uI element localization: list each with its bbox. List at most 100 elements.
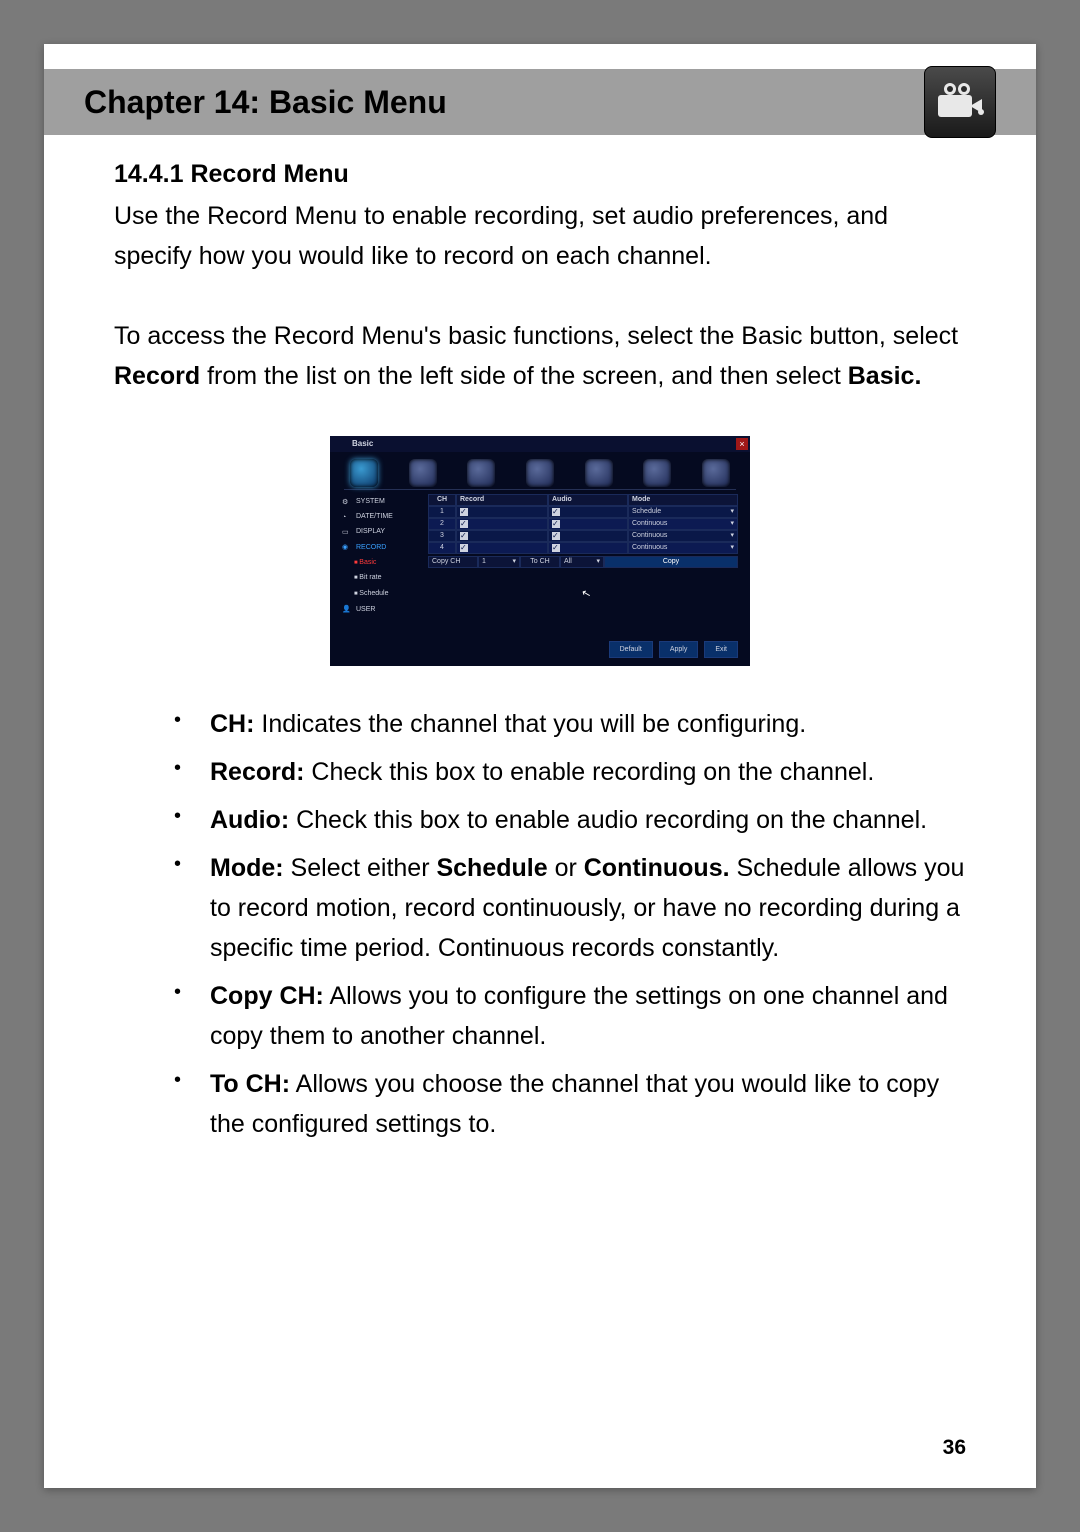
desc: Allows you choose the channel that you w… bbox=[210, 1070, 939, 1138]
cell-ch: 2 bbox=[428, 518, 456, 530]
th-ch: CH bbox=[428, 494, 456, 506]
to-ch-label: To CH bbox=[520, 556, 560, 568]
cell-audio-checkbox[interactable] bbox=[548, 506, 628, 518]
cell-mode-dropdown[interactable]: Continuous bbox=[628, 542, 738, 554]
chapter-header-band: Chapter 14: Basic Menu bbox=[44, 69, 1036, 135]
sidebar-sub-bitrate[interactable]: Bit rate bbox=[340, 570, 422, 586]
list-item: Record: Check this box to enable recordi… bbox=[174, 752, 966, 792]
cell-mode-dropdown[interactable]: Schedule bbox=[628, 506, 738, 518]
video-camera-icon bbox=[924, 66, 996, 138]
chapter-title: Chapter 14: Basic Menu bbox=[84, 84, 447, 121]
mode-value: Continuous bbox=[632, 542, 667, 553]
tab-icon-4[interactable] bbox=[526, 459, 554, 487]
gear-icon: ⚙ bbox=[342, 497, 352, 507]
copy-ch-label: Copy CH bbox=[428, 556, 478, 568]
cell-audio-checkbox[interactable] bbox=[548, 518, 628, 530]
sidebar-label: SYSTEM bbox=[356, 496, 385, 507]
checkbox-icon bbox=[460, 544, 468, 552]
monitor-icon: ▭ bbox=[342, 527, 352, 537]
desc: Check this box to enable recording on th… bbox=[304, 758, 874, 786]
desc-mid: or bbox=[548, 854, 584, 882]
tab-icon-3[interactable] bbox=[467, 459, 495, 487]
copy-ch-dropdown[interactable]: 1 bbox=[478, 556, 520, 568]
to-ch-dropdown[interactable]: All bbox=[560, 556, 604, 568]
mode-value: Continuous bbox=[632, 530, 667, 541]
access-text-pre: To access the Record Menu's basic functi… bbox=[114, 322, 958, 350]
cell-mode-dropdown[interactable]: Continuous bbox=[628, 530, 738, 542]
tab-icon-6[interactable] bbox=[643, 459, 671, 487]
content-area: 14.4.1 Record Menu Use the Record Menu t… bbox=[114, 154, 966, 1152]
table-row: 2 Continuous bbox=[428, 518, 738, 530]
checkbox-icon bbox=[552, 544, 560, 552]
cursor-icon: ↖ bbox=[580, 585, 593, 604]
th-mode: Mode bbox=[628, 494, 738, 506]
cell-record-checkbox[interactable] bbox=[456, 506, 548, 518]
checkbox-icon bbox=[460, 508, 468, 516]
page-number: 36 bbox=[943, 1436, 966, 1460]
sidebar-label: DATE/TIME bbox=[356, 511, 393, 522]
sidebar-item-display[interactable]: ▭ DISPLAY bbox=[340, 524, 422, 539]
mode-value: Schedule bbox=[632, 506, 661, 517]
term: Copy CH: bbox=[210, 982, 324, 1010]
access-text-mid: from the list on the left side of the sc… bbox=[200, 362, 848, 390]
sidebar-item-datetime[interactable]: ◔ DATE/TIME bbox=[340, 509, 422, 524]
copy-ch-value: 1 bbox=[482, 556, 486, 567]
cell-record-checkbox[interactable] bbox=[456, 530, 548, 542]
list-item: Audio: Check this box to enable audio re… bbox=[174, 800, 966, 840]
tab-icon-7[interactable] bbox=[702, 459, 730, 487]
sidebar-label: DISPLAY bbox=[356, 526, 385, 537]
copy-button[interactable]: Copy bbox=[604, 556, 738, 568]
table-row: 1 Schedule bbox=[428, 506, 738, 518]
list-item: CH: Indicates the channel that you will … bbox=[174, 704, 966, 744]
table-header-row: CH Record Audio Mode bbox=[428, 494, 738, 506]
cell-mode-dropdown[interactable]: Continuous bbox=[628, 518, 738, 530]
term: Record: bbox=[210, 758, 304, 786]
tab-icon-2[interactable] bbox=[409, 459, 437, 487]
list-item: Copy CH: Allows you to configure the set… bbox=[174, 976, 966, 1056]
cell-ch: 4 bbox=[428, 542, 456, 554]
cell-ch: 3 bbox=[428, 530, 456, 542]
apply-button[interactable]: Apply bbox=[659, 641, 699, 658]
bold-schedule: Schedule bbox=[436, 854, 547, 882]
copy-row: Copy CH 1 To CH All Copy bbox=[428, 556, 738, 568]
camera-glyph bbox=[938, 87, 982, 117]
cell-ch: 1 bbox=[428, 506, 456, 518]
record-icon: ◉ bbox=[342, 542, 352, 552]
term: Mode: bbox=[210, 854, 284, 882]
th-record: Record bbox=[456, 494, 548, 506]
cell-audio-checkbox[interactable] bbox=[548, 530, 628, 542]
cell-record-checkbox[interactable] bbox=[456, 518, 548, 530]
mode-value: Continuous bbox=[632, 518, 667, 529]
tab-icon-1[interactable] bbox=[350, 459, 378, 487]
bullet-list: CH: Indicates the channel that you will … bbox=[114, 704, 966, 1144]
checkbox-icon bbox=[460, 532, 468, 540]
sidebar-item-system[interactable]: ⚙ SYSTEM bbox=[340, 494, 422, 509]
intro-paragraph: Use the Record Menu to enable recording,… bbox=[114, 196, 966, 276]
list-item: To CH: Allows you choose the channel tha… bbox=[174, 1064, 966, 1144]
top-tab-row bbox=[344, 456, 736, 490]
channel-table: CH Record Audio Mode 1 Schedule 2 Contin… bbox=[428, 494, 738, 554]
cell-record-checkbox[interactable] bbox=[456, 542, 548, 554]
bold-continuous: Continuous. bbox=[584, 854, 730, 882]
tab-icon-5[interactable] bbox=[585, 459, 613, 487]
desc-pre: Select either bbox=[284, 854, 437, 882]
checkbox-icon bbox=[460, 520, 468, 528]
default-button[interactable]: Default bbox=[609, 641, 653, 658]
exit-button[interactable]: Exit bbox=[704, 641, 738, 658]
window-title: Basic bbox=[352, 438, 373, 451]
sidebar-sub-schedule[interactable]: Schedule bbox=[340, 586, 422, 602]
access-bold-record: Record bbox=[114, 362, 200, 390]
clock-icon: ◔ bbox=[342, 512, 352, 522]
table-row: 4 Continuous bbox=[428, 542, 738, 554]
close-button[interactable]: × bbox=[736, 438, 748, 450]
to-ch-value: All bbox=[564, 556, 572, 567]
sidebar-sub-basic[interactable]: Basic bbox=[340, 555, 422, 571]
checkbox-icon bbox=[552, 520, 560, 528]
record-menu-screenshot: Basic × ⚙ SYSTEM ◔ DATE/TIME ▭ DISPLAY ◉REC… bbox=[330, 436, 750, 666]
sidebar-item-record[interactable]: ◉RECORD bbox=[340, 540, 422, 555]
access-paragraph: To access the Record Menu's basic functi… bbox=[114, 316, 966, 396]
cell-audio-checkbox[interactable] bbox=[548, 542, 628, 554]
access-bold-basic: Basic. bbox=[848, 362, 922, 390]
list-item: Mode: Select either Schedule or Continuo… bbox=[174, 848, 966, 968]
sidebar-item-user[interactable]: 👤USER bbox=[340, 602, 422, 617]
